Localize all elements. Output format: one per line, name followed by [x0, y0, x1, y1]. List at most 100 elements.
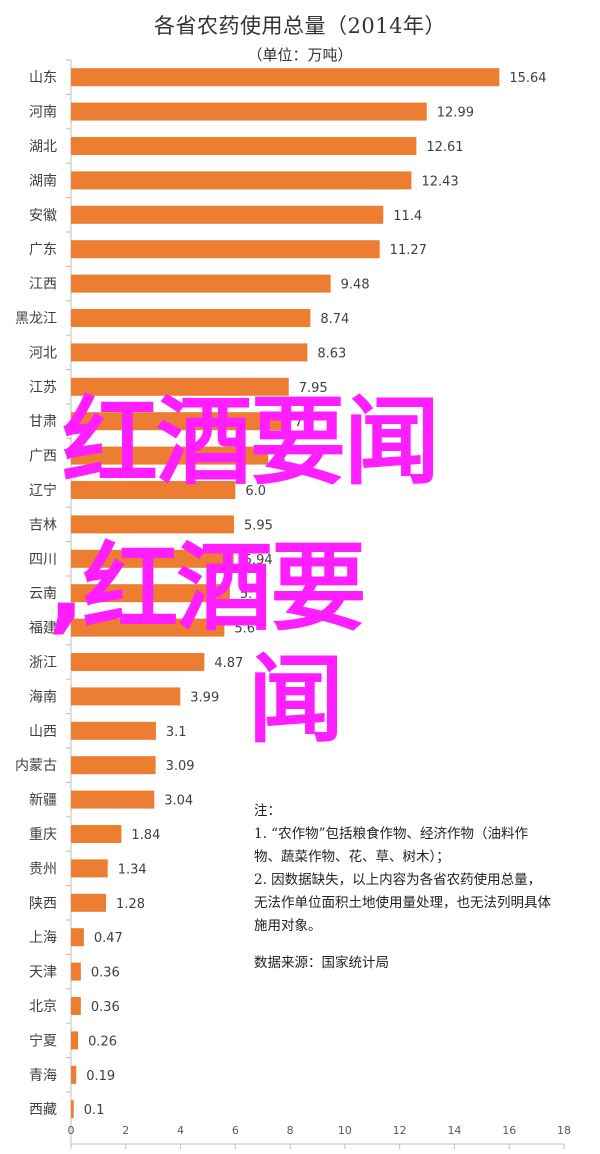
category-label: 上海: [29, 930, 57, 946]
chart-subtitle: （单位：万吨）: [247, 46, 353, 64]
overlay-text-line-2: ,红酒要: [48, 532, 366, 644]
category-label: 海南: [29, 689, 57, 705]
category-label: 内蒙古: [15, 758, 57, 774]
bar: [71, 893, 107, 912]
bar: [71, 343, 308, 362]
bar-value-label: 9.48: [341, 278, 370, 293]
bar-value-label: 0.47: [94, 931, 123, 946]
bar: [71, 309, 311, 327]
category-label: 新疆: [29, 793, 57, 809]
overlay-text-line-1: 红酒要闻: [62, 386, 440, 498]
category-label: 宁夏: [29, 1032, 57, 1049]
category-label: 吉林: [29, 517, 57, 533]
x-tick-label: 18: [557, 1124, 571, 1137]
bar-value-label: 7.: [295, 415, 307, 430]
category-label: 湖南: [29, 173, 57, 189]
bar: [71, 412, 285, 431]
bar-value-label: 3.99: [190, 690, 219, 705]
category-label: 青海: [29, 1068, 57, 1084]
bar: [71, 721, 156, 740]
bar-value-label: 15.64: [509, 71, 546, 86]
category-label: 贵州: [29, 861, 57, 877]
data-source: 数据来源：国家统计局: [254, 955, 389, 971]
category-label: 天津: [29, 965, 57, 981]
bar-value-label: 5.: [240, 587, 252, 602]
bar: [71, 549, 234, 568]
category-label: 福建: [29, 621, 57, 637]
bar-value-label: 8.74: [320, 312, 349, 327]
bar-value-label: 6.0: [245, 484, 266, 499]
bar: [71, 515, 234, 534]
note-item-1: 1. “农作物”包括粮食作物、经济作物（油料作物、蔬菜作物、花、草、树木）；: [254, 826, 528, 865]
bar: [71, 1031, 79, 1050]
bar-value-label: 5.95: [244, 518, 273, 533]
x-tick-label: 0: [68, 1124, 75, 1137]
chart-note: 注： 1. “农作物”包括粮食作物、经济作物（油料作物、蔬菜作物、花、草、树木）…: [254, 800, 554, 975]
overlay-text-line-3: 闻: [248, 644, 344, 756]
category-label: 河南: [29, 105, 57, 121]
bar-value-label: 12.61: [426, 140, 463, 155]
bar-value-label: 3.09: [166, 759, 195, 774]
bar-value-label: 4.87: [214, 656, 243, 671]
category-label: 湖北: [29, 139, 57, 155]
category-label: 浙江: [29, 655, 57, 671]
bar: [71, 962, 81, 981]
category-label: 山东: [29, 70, 57, 86]
category-label: 江苏: [29, 380, 57, 396]
x-tick-label: 8: [287, 1124, 294, 1137]
bar-value-label: 3.04: [164, 794, 193, 809]
bar: [71, 584, 230, 603]
bar: [71, 653, 205, 671]
bar: [71, 928, 84, 947]
bar: [71, 274, 331, 293]
bar: [71, 205, 384, 224]
bar: [71, 1065, 77, 1084]
bar-value-label: 0.36: [91, 966, 120, 981]
bar: [71, 102, 427, 121]
category-label: 黑龙江: [15, 311, 57, 327]
category-label: 山西: [29, 724, 57, 740]
category-label: 广东: [29, 242, 57, 258]
bar-value-label: 0.36: [91, 1000, 120, 1015]
bar-value-label: 11.4: [393, 209, 422, 224]
bar: [71, 137, 417, 155]
x-tick-label: 2: [122, 1124, 129, 1137]
bar: [71, 68, 500, 87]
bar: [71, 446, 269, 465]
category-label: 西藏: [29, 1102, 57, 1118]
bar-value-label: 7.95: [299, 381, 328, 396]
category-label: 辽宁: [29, 482, 57, 499]
bar-value-label: 5.94: [244, 553, 273, 568]
bar-value-label: 1.28: [116, 897, 145, 912]
bar-value-label: 11.27: [390, 243, 427, 258]
chart-title: 各省农药使用总量（2014年）: [154, 14, 446, 38]
bar-value-label: 12.99: [437, 106, 474, 121]
x-tick-label: 12: [393, 1124, 407, 1137]
bar: [71, 997, 81, 1015]
bar-value-label: 0.1: [84, 1103, 105, 1118]
bar-value-label: 0.19: [86, 1069, 115, 1084]
x-tick-label: 4: [177, 1124, 184, 1137]
bar-value-label: 12.43: [421, 174, 458, 189]
bar-value-label: 8.63: [317, 346, 346, 361]
bar-value-label: 1.84: [131, 828, 160, 843]
category-label: 陕西: [29, 896, 57, 912]
category-label: 北京: [29, 999, 57, 1015]
bar: [71, 618, 225, 637]
bar: [71, 790, 155, 809]
bar-value-label: 2: [278, 450, 286, 465]
bar-value-label: 0.26: [88, 1034, 117, 1049]
category-label: 广西: [29, 449, 57, 465]
category-label: 四川: [29, 552, 57, 568]
note-item-2: 2. 因数据缺失，以上内容为各省农药使用总量，无法作单位面积土地使用量处理，也无…: [254, 872, 551, 934]
x-tick-label: 6: [232, 1124, 239, 1137]
category-label: 江西: [29, 277, 57, 293]
category-label: 云南: [29, 586, 57, 602]
bar: [71, 377, 289, 396]
bar: [71, 171, 412, 190]
bar: [71, 859, 108, 878]
category-label: 安徽: [29, 208, 57, 224]
bar: [71, 687, 181, 706]
